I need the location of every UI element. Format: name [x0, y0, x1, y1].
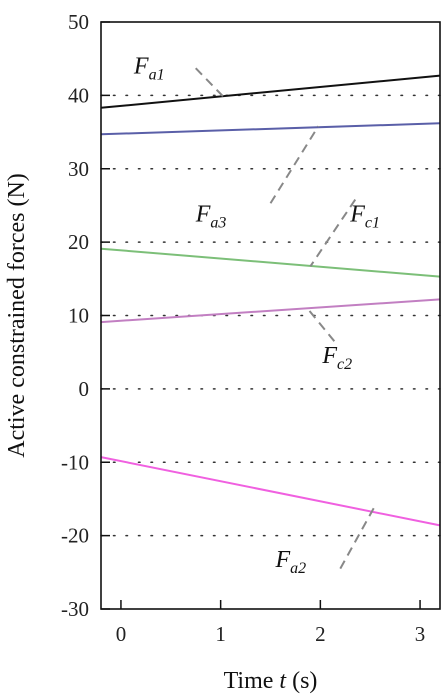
series-line-fc1 — [100, 247, 441, 278]
y-axis-label: Active constrained forces (N) — [4, 173, 30, 458]
x-tick-label: 3 — [415, 622, 426, 646]
series-line-fc2 — [100, 298, 441, 324]
y-tick-label: 50 — [68, 10, 89, 34]
x-axis-label: Time t (s) — [224, 668, 318, 694]
y-tick-label: -30 — [61, 597, 89, 621]
series-line-fa1 — [100, 74, 441, 109]
annotation-leader-fa3 — [269, 125, 320, 204]
annotation-leader-fa1 — [195, 67, 227, 100]
annotation-label-fa2: Fa2 — [274, 547, 306, 577]
x-tick-label: 1 — [215, 622, 226, 646]
series-annotations: Fa1 Fa3 Fc1 Fc2 Fa2 — [133, 53, 380, 577]
series-lines — [100, 74, 441, 527]
y-tick-label: 0 — [79, 377, 90, 401]
y-tick-label: -10 — [61, 450, 89, 474]
annotation-label-fc2: Fc2 — [321, 343, 352, 373]
y-tick-label: 40 — [68, 83, 89, 107]
annotation-label-fa1: Fa1 — [133, 53, 165, 83]
y-tick-label: 30 — [68, 157, 89, 181]
x-tick-label: 0 — [116, 622, 127, 646]
y-tick-label: -20 — [61, 524, 89, 548]
series-line-fa3 — [100, 122, 441, 136]
y-tick-label: 10 — [68, 304, 89, 328]
axis-ticks: 50 40 30 20 10 0 -10 -20 -30 0 1 2 3 — [61, 10, 425, 646]
annotation-label-fa3: Fa3 — [195, 202, 227, 232]
y-tick-label: 20 — [68, 230, 89, 254]
annotation-leader-fa2 — [339, 505, 377, 570]
annotation-leader-fc1 — [309, 199, 357, 267]
annotation-label-fc1: Fc1 — [349, 202, 380, 232]
grid-lines — [100, 94, 441, 537]
series-line-fa2 — [100, 456, 441, 527]
x-tick-label: 2 — [315, 622, 326, 646]
annotation-leader-fc2 — [307, 308, 336, 342]
